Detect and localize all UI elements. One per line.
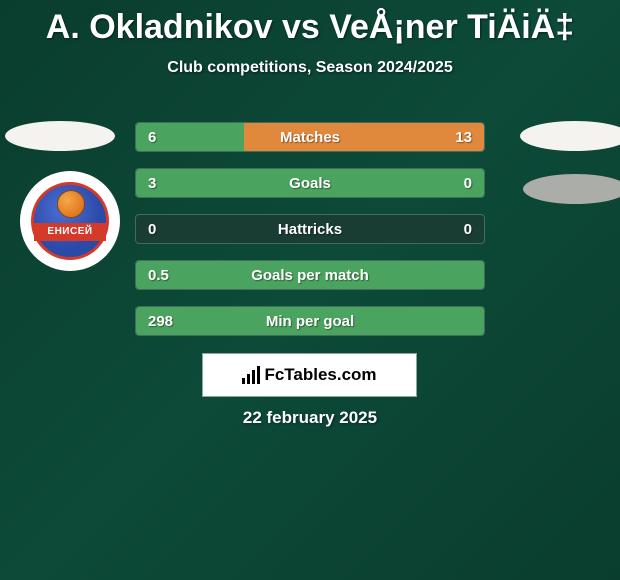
stat-label: Min per goal xyxy=(136,313,484,330)
club-right-oval xyxy=(523,174,620,204)
stat-value-right: 0 xyxy=(464,175,472,192)
stat-value-right: 13 xyxy=(455,129,472,146)
club-left-badge-inner: ЕНИСЕЙ xyxy=(31,182,109,260)
stat-label: Matches xyxy=(136,129,484,146)
stat-label: Goals per match xyxy=(136,267,484,284)
page-title: A. Okladnikov vs VeÅ¡ner TiÄiÄ‡ xyxy=(0,0,620,47)
chart-icon xyxy=(242,366,260,384)
branding-text: FcTables.com xyxy=(264,365,376,385)
stat-row: 6Matches13 xyxy=(135,122,485,152)
stat-value-right: 0 xyxy=(464,221,472,238)
stat-label: Goals xyxy=(136,175,484,192)
player-right-oval xyxy=(520,121,620,151)
date-text: 22 february 2025 xyxy=(0,408,620,428)
branding-box[interactable]: FcTables.com xyxy=(202,353,417,397)
club-left-badge: ЕНИСЕЙ xyxy=(20,171,120,271)
player-left-oval xyxy=(5,121,115,151)
club-left-badge-text: ЕНИСЕЙ xyxy=(34,223,106,241)
stat-row: 3Goals0 xyxy=(135,168,485,198)
badge-ball-icon xyxy=(57,190,85,218)
branding-logo: FcTables.com xyxy=(242,365,376,385)
stat-row: 298Min per goal xyxy=(135,306,485,336)
stats-container: 6Matches133Goals00Hattricks00.5Goals per… xyxy=(135,122,485,352)
stat-row: 0.5Goals per match xyxy=(135,260,485,290)
stat-label: Hattricks xyxy=(136,221,484,238)
subtitle: Club competitions, Season 2024/2025 xyxy=(0,59,620,77)
stat-row: 0Hattricks0 xyxy=(135,214,485,244)
